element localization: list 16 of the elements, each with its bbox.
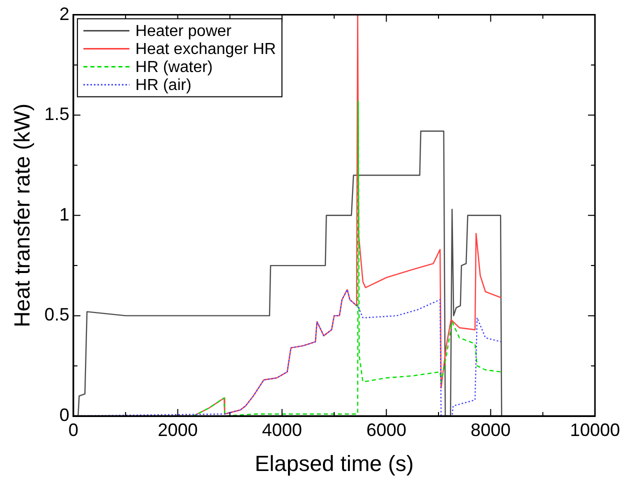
x-tick-label: 2000 — [158, 420, 198, 440]
x-tick-label: 6000 — [366, 420, 406, 440]
y-tick-label: 2 — [59, 4, 70, 24]
legend-label: HR (air) — [135, 77, 192, 94]
y-tick-label: 0.5 — [44, 304, 70, 325]
y-axis-title: Heat transfer rate (kW) — [9, 104, 34, 328]
y-tick-label: 1.5 — [44, 104, 70, 124]
y-tick-label: 0 — [59, 404, 70, 425]
x-axis-title: Elapsed time (s) — [254, 450, 414, 476]
x-tick-label: 4000 — [262, 420, 302, 440]
x-tick-label: 8000 — [470, 420, 511, 440]
legend-label: HR (water) — [135, 59, 213, 76]
legend-label: Heat exchanger HR — [135, 41, 276, 58]
legend-label: Heater power — [135, 23, 232, 40]
y-tick-label: 1 — [59, 204, 70, 224]
x-tick-label: 10000 — [570, 420, 620, 440]
